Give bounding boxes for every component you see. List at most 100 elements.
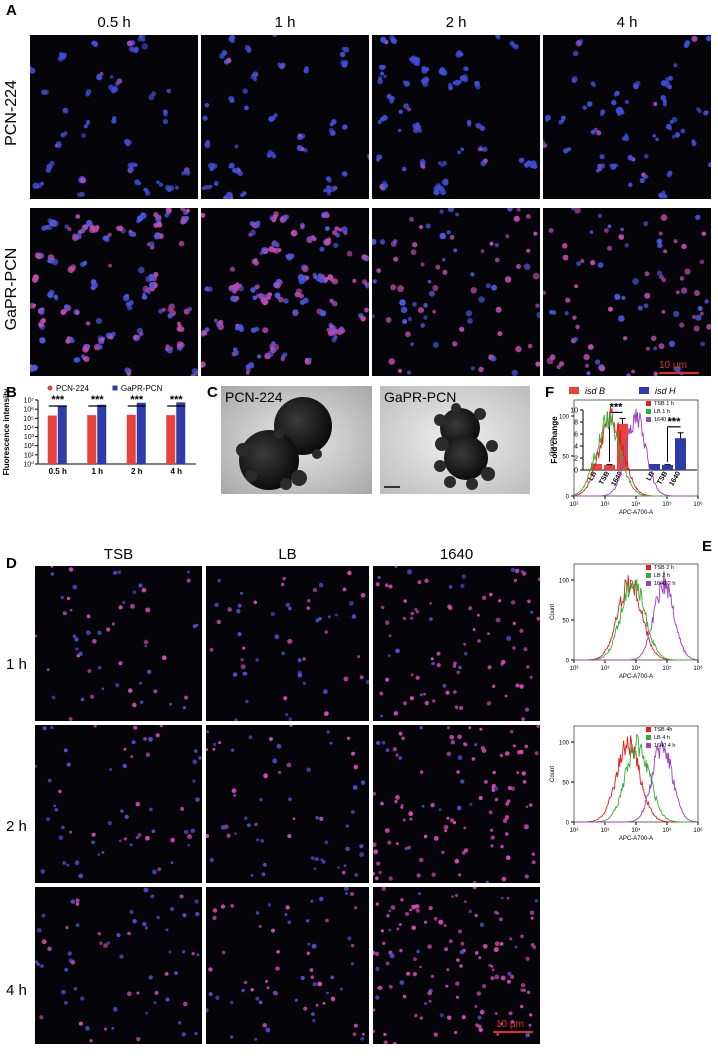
panel-f-ylabel: Fold change [550,416,559,464]
panel-e-xtick-label: 10³ [601,502,610,508]
tem-image-pcn224 [221,386,372,494]
panel-a-col-0: 0.5 h [97,14,131,31]
panel-b-ytick-label: 10⁴ [23,425,34,432]
panel-e-histogram-2h: 0 50 100 10² 10³ 10⁴ 10⁵ 10⁶ Count APC-A700-A TSB … [550,563,703,680]
panel-f-bar-0-1 [604,464,615,470]
panel-b-bar-pcn-224-3 [166,415,176,464]
panel-b-ytick-label: 10⁶ [23,407,34,414]
panel-e-legend-swatch [646,417,651,422]
panel-e-xtick-label: 10⁵ [662,827,672,834]
fluorescence-tile-a-r0-c3 [543,35,711,199]
panel-e-legend-swatch [646,401,651,406]
panel-e-legend-label: TSB 4h [654,727,672,733]
panel-a-col-1: 1 h [274,14,296,31]
panel-e-ytick-label: 100 [559,579,570,585]
panel-b-ytick-label: 10⁷ [24,398,35,405]
panel-a-scale-bar [659,372,699,374]
fluorescence-tile-a-r1-c1 [201,208,369,376]
panel-e-histogram-series-1 [573,411,698,497]
panel-e-legend-label: 1640 2 h [654,581,675,587]
panel-b-bar-gapr-pcn-1 [97,404,107,464]
fluorescence-tile-d-r1-c0 [35,725,202,883]
panel-e-histogram-series-2 [574,570,698,661]
fluorescence-tile-a-r1-c3 [543,208,711,376]
panel-f-xtick-label: LB [645,471,656,483]
panel-f-legend-swatch [639,387,649,394]
fluorescence-tile-a-r0-c0 [30,35,198,199]
panel-d-letter: D [6,555,17,572]
panel-b-sig-label: *** [170,394,184,406]
panel-b-legend-label: PCN-224 [56,384,89,393]
panel-e-legend-swatch [646,565,651,570]
panel-e-legend-swatch [646,581,651,586]
panel-f-bar-1-2 [675,438,686,470]
panel-e-xtick-label: 10⁵ [662,501,672,508]
panel-f-ytick-label: 8 [574,420,578,427]
panel-d-col-2: 1640 [439,546,474,563]
panel-e-xtick-label: 10³ [601,828,610,834]
panel-f-bar-1-1 [662,464,673,470]
panel-b-xtick-label: 0.5 h [49,467,67,476]
panel-e-xtick-label: 10⁶ [693,501,703,508]
fluorescence-tile-d-r0-c1 [206,566,369,721]
panel-f-legend-label: isd H [655,386,676,396]
panel-e-legend-label: LB 1 h [654,409,670,415]
panel-f-sig-label: *** [668,416,682,428]
panel-b-sig-label: *** [91,394,105,406]
panel-f-xtick-label: LB [587,471,598,483]
panel-e-histogram-series-1 [574,733,698,823]
panel-b-ytick-label: 10⁰ [23,461,34,469]
panel-e-letter: E [702,538,713,555]
panel-f-bar-1-0 [649,464,660,470]
panel-e-ytick-label: 0 [566,495,570,501]
panel-f-ytick-label: 0 [574,468,578,475]
panel-e-ytick-label: 0 [566,821,570,827]
panel-b-legend-marker [112,385,118,391]
panel-e-histogram-1h: 0 50 100 10² 10³ 10⁴ 10⁵ 10⁶ Count APC-A700-A TSB … [550,399,703,516]
panel-e-legend-label: 1640 1 h [654,417,675,423]
panel-e-legend-label: 1640 4 h [654,743,675,749]
fluorescence-tile-d-r0-c2 [373,566,540,721]
panel-b-ylabel: Fluorescence intensity [2,388,11,475]
panel-e-legend-swatch [646,409,651,414]
panel-a-scale-text: 10 μm [659,360,687,371]
tem-label-gapr-pcn: GaPR-PCN [384,389,457,405]
panel-e-histogram-series-1 [574,579,698,661]
panel-b-bar-pcn-224-0 [47,415,57,464]
panel-d-col-0: TSB [103,546,134,563]
panel-b-bar-pcn-224-2 [126,414,136,464]
panel-e-ytick-label: 50 [562,781,569,787]
panel-e-ytick-label: 100 [559,741,570,747]
panel-e-xlabel: APC-A700-A [619,510,653,516]
panel-b-sig-label: *** [130,394,144,406]
panel-f-legend-label: isd B [585,386,605,396]
panel-e-xtick-label: 10⁴ [631,501,641,508]
panel-b-bar-chart: 10⁰ 10¹ 10² 10³ 10⁴ 10⁵ 10⁶ 10⁷ Fluorescence int… [2,384,196,476]
panel-e-xlabel: APC-A700-A [619,836,653,842]
panel-b-bar-gapr-pcn-3 [176,402,186,464]
panel-a-row-0: PCN-224 [3,80,20,146]
panel-e-ylabel: Count [550,766,556,782]
panel-e-legend-label: TSB 1 h [654,401,674,407]
panel-b-ytick-label: 10² [24,443,35,450]
panel-b-bar-gapr-pcn-2 [136,402,146,464]
fluorescence-tile-d-r0-c0 [35,566,202,721]
panel-f-letter: F [545,384,555,401]
panel-e-xtick-label: 10⁶ [693,827,703,834]
panel-e-legend-label: LB 2 h [654,573,670,579]
panel-d-col-1: LB [278,546,297,563]
panel-e-legend-swatch [646,573,651,578]
panel-b-xtick-label: 4 h [170,467,182,476]
panel-b-ytick-label: 10⁵ [23,416,34,423]
fluorescence-tile-a-r1-c2 [372,208,540,376]
panel-e-ytick-label: 50 [562,455,569,461]
panel-c-letter: C [207,384,218,401]
panel-e-legend-swatch [646,727,651,732]
fluorescence-tile-d-r2-c0 [35,887,202,1044]
panel-b-legend-marker [47,385,53,391]
panel-e-histogram-series-0 [574,575,698,661]
panel-b-sig-label: *** [51,394,65,406]
panel-f-sig-label: *** [610,401,624,413]
panel-f-ytick-label: 4 [574,444,578,451]
panel-d-scale-text: 10 μm [496,1019,524,1030]
